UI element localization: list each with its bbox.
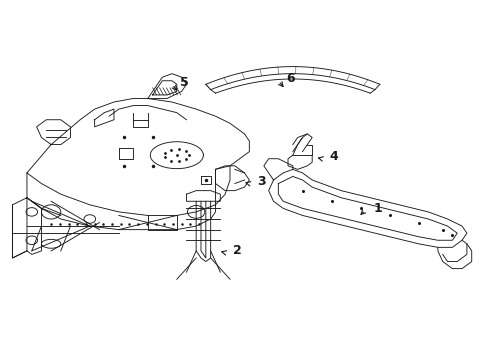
Text: 2: 2 [232, 244, 241, 257]
Text: 4: 4 [329, 150, 338, 163]
Text: 3: 3 [257, 175, 265, 188]
Text: 1: 1 [372, 202, 381, 215]
Text: 6: 6 [285, 72, 294, 85]
Text: 5: 5 [179, 76, 188, 89]
